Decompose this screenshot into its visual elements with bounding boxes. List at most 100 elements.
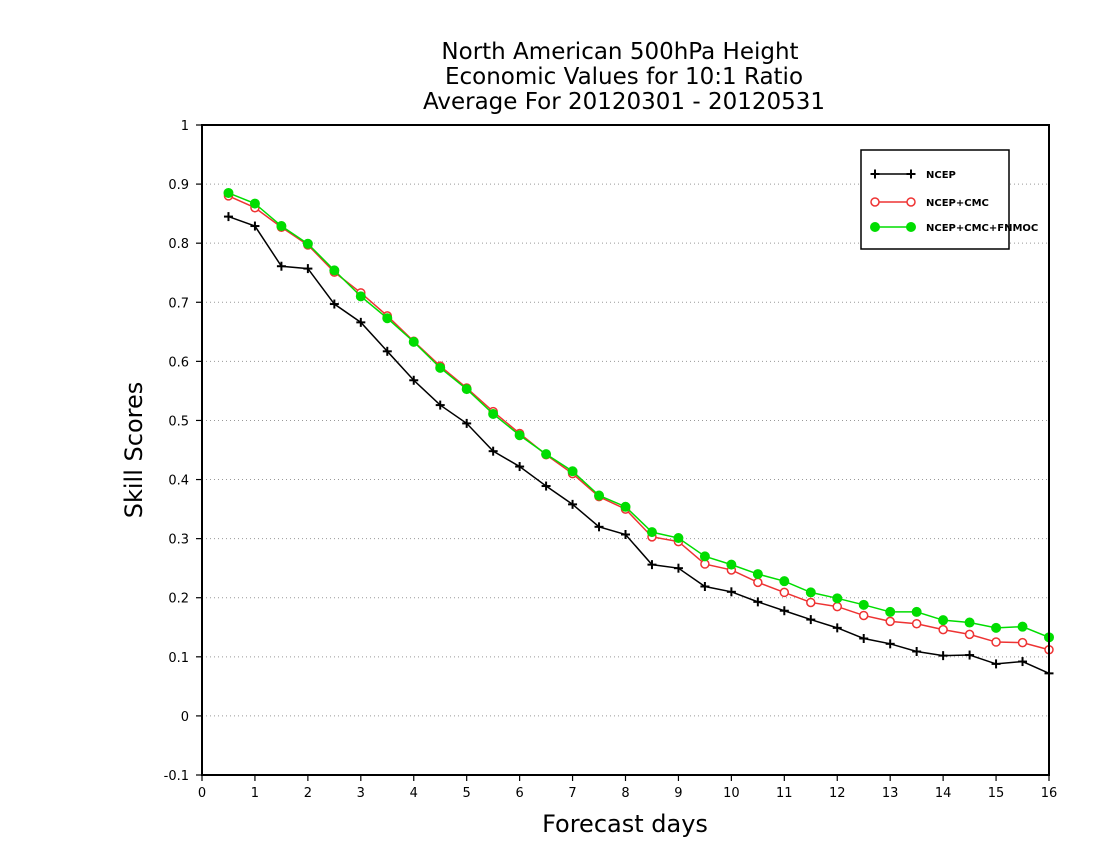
y-tick-label: 0.1	[168, 651, 189, 666]
data-point	[303, 264, 313, 274]
legend-label: NCEP	[926, 170, 956, 181]
data-point	[911, 606, 922, 617]
chart-title-line-1: North American 500hPa Height	[441, 39, 798, 65]
x-tick-label: 9	[674, 786, 682, 801]
data-point	[779, 606, 789, 616]
data-point	[673, 563, 683, 573]
data-point	[461, 384, 472, 395]
y-tick-label: 0.7	[168, 296, 189, 311]
data-point	[832, 623, 842, 633]
y-tick-label: 0.2	[168, 592, 189, 607]
x-tick-label: 10	[723, 786, 740, 801]
data-point	[779, 587, 790, 598]
data-point	[435, 400, 445, 410]
data-point	[382, 346, 392, 356]
data-point	[1018, 657, 1028, 667]
data-point	[462, 418, 472, 428]
series-line	[228, 192, 1050, 639]
legend-label: NCEP+CMC	[926, 198, 989, 209]
y-tick-label: 0.9	[168, 178, 189, 193]
series-group	[223, 187, 1054, 678]
data-point	[646, 527, 657, 538]
data-point	[250, 221, 260, 231]
data-point	[858, 610, 869, 621]
data-point	[991, 659, 1001, 669]
data-point	[858, 599, 869, 610]
x-tick-label: 4	[410, 786, 418, 801]
legend-box	[860, 149, 1010, 250]
x-tick-label: 11	[776, 786, 793, 801]
plot-frame	[201, 124, 1050, 776]
data-point	[276, 221, 287, 232]
data-point	[912, 647, 922, 656]
series-line	[228, 195, 1050, 651]
x-tick-label: 8	[621, 786, 629, 801]
legend-item: NCEP	[870, 169, 956, 181]
y-tick-label: 0.6	[168, 355, 189, 370]
x-tick-label: 12	[829, 786, 846, 801]
data-point	[806, 597, 816, 608]
data-point	[382, 313, 393, 324]
data-point	[885, 616, 895, 627]
data-point	[885, 639, 895, 649]
data-point	[223, 187, 234, 198]
data-point	[621, 530, 630, 539]
data-point	[752, 569, 763, 580]
y-tick-label: 0.5	[168, 414, 189, 429]
x-tick-label: 7	[568, 786, 576, 801]
x-tick-label: 15	[988, 786, 1005, 801]
data-point	[938, 624, 948, 635]
data-point	[435, 362, 446, 373]
series-ncep-cmc-fnmoc	[223, 187, 1054, 643]
x-tick-label: 0	[198, 786, 206, 801]
x-axis-label: Forecast days	[542, 810, 708, 838]
data-point	[541, 449, 552, 460]
data-point	[806, 615, 816, 625]
legend-marker	[906, 169, 916, 179]
series-line	[228, 215, 1050, 675]
data-point	[302, 238, 313, 249]
y-axis-label: Skill Scores	[120, 382, 148, 519]
x-tick-label: 2	[304, 786, 312, 801]
data-point	[938, 651, 948, 661]
chart-title-line-2: Economic Values for 10:1 Ratio	[445, 64, 803, 90]
data-point	[832, 601, 842, 612]
legend: NCEP NCEP+CMC NCEP+CMC+FNMOC	[860, 149, 1038, 250]
legend-marker	[870, 169, 880, 179]
legend-marker	[870, 197, 880, 207]
data-point	[355, 291, 366, 302]
data-point	[991, 637, 1001, 647]
data-point	[594, 522, 604, 532]
data-point	[779, 576, 790, 587]
x-tick-label: 16	[1041, 786, 1058, 801]
data-point	[329, 299, 339, 309]
axis-ticks: -0.100.10.20.30.40.50.60.70.80.910 1 2 3 4 5 6…	[164, 119, 1058, 801]
data-point	[753, 597, 763, 607]
data-point	[568, 499, 578, 509]
legend-marker	[906, 222, 916, 232]
data-point	[488, 446, 498, 456]
y-tick-label: 0.8	[168, 237, 189, 252]
data-point	[805, 587, 816, 598]
legend-label: NCEP+CMC+FNMOC	[926, 223, 1038, 234]
data-point	[408, 336, 419, 347]
legend-item: NCEP+CMC+FNMOC	[870, 222, 1038, 234]
data-point	[1017, 621, 1028, 632]
legend-marker	[870, 222, 880, 232]
x-tick-label: 5	[463, 786, 471, 801]
data-point	[673, 533, 684, 544]
data-point	[832, 593, 843, 604]
data-point	[594, 490, 605, 501]
data-point	[885, 606, 896, 617]
chart-title-line-3: Average For 20120301 - 20120531	[423, 89, 825, 115]
data-point	[699, 551, 710, 562]
data-point	[329, 265, 340, 276]
data-point	[620, 501, 631, 512]
data-point	[911, 618, 922, 629]
series-ncep-cmc	[223, 191, 1054, 655]
grid	[202, 183, 1049, 717]
data-point	[726, 587, 736, 597]
data-point	[249, 198, 260, 209]
data-point	[1017, 637, 1028, 648]
